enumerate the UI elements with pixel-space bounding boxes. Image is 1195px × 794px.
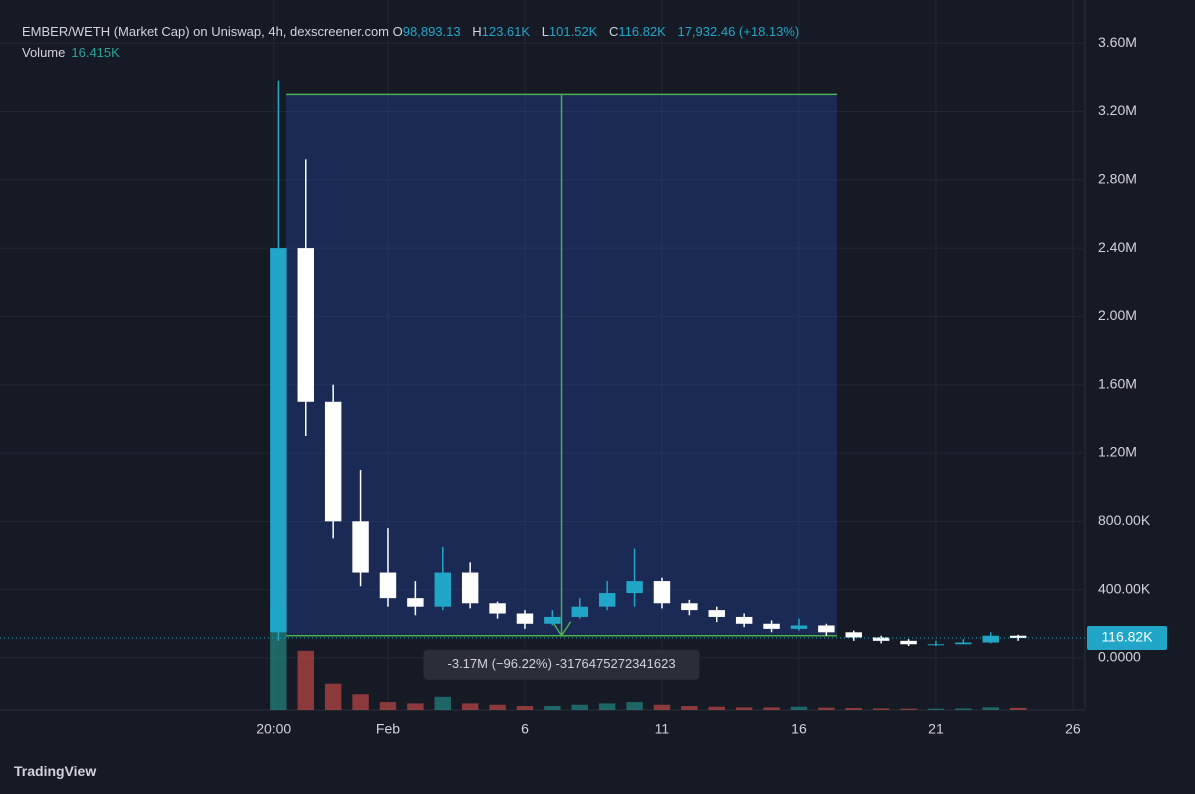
candle-body xyxy=(461,572,479,604)
volume-bar xyxy=(598,703,616,710)
x-tick-label: 20:00 xyxy=(256,721,291,737)
last-price-label: 116.82K xyxy=(1101,629,1153,645)
measure-arrow-head xyxy=(551,621,572,638)
y-tick-label: 400.00K xyxy=(1098,580,1151,596)
candle-body xyxy=(681,603,698,611)
candle-body xyxy=(571,606,588,617)
candle-body xyxy=(352,521,369,573)
volume-bar xyxy=(845,708,862,710)
last-price-box xyxy=(1087,625,1167,650)
volume-bar xyxy=(544,706,561,710)
volume-bar xyxy=(955,708,972,710)
volume-bar xyxy=(790,706,808,710)
candle-body xyxy=(516,613,534,624)
y-tick-label: 800.00K xyxy=(1098,512,1151,528)
volume-bar xyxy=(626,702,643,710)
volume-bar xyxy=(324,683,342,710)
candle-body xyxy=(708,610,725,617)
candle-body xyxy=(927,644,945,646)
y-tick-label: 0.0000 xyxy=(1098,649,1141,665)
volume-bar xyxy=(379,702,397,710)
legend-title: EMBER/WETH (Market Cap) on Uniswap, 4h, … xyxy=(22,24,390,39)
candle-body xyxy=(763,623,780,629)
candle-body xyxy=(270,248,287,633)
legend-key: O xyxy=(392,24,403,39)
brand-text[interactable]: TradingView xyxy=(14,763,97,779)
candle-body xyxy=(544,616,561,624)
y-tick-label: 3.20M xyxy=(1098,102,1137,118)
legend-value: 123.61K xyxy=(481,24,531,39)
candle-body xyxy=(407,598,424,607)
volume-bar xyxy=(818,707,835,710)
volume-bar xyxy=(927,708,945,710)
volume-bar xyxy=(708,706,725,710)
volume-legend: Volume 16.415K xyxy=(22,45,120,60)
y-tick-label: 2.80M xyxy=(1098,171,1137,187)
volume-bar xyxy=(982,707,999,710)
candle-body xyxy=(489,603,506,614)
legend-key: L xyxy=(541,24,549,39)
candle-body xyxy=(872,637,890,641)
volume-bar xyxy=(516,706,534,710)
volume-bar xyxy=(735,707,753,710)
volume-bar xyxy=(900,708,917,710)
volume-key: Volume xyxy=(22,45,66,60)
volume-value: 16.415K xyxy=(71,45,120,60)
volume-bar xyxy=(763,707,780,710)
legend-change: 17,932.46 (+18.13%) xyxy=(677,24,800,39)
x-tick-label: 6 xyxy=(521,721,529,737)
volume-bar xyxy=(407,703,424,710)
candle-body xyxy=(900,640,917,645)
legend-value: 101.52K xyxy=(548,24,598,39)
legend: EMBER/WETH (Market Cap) on Uniswap, 4h, … xyxy=(22,24,807,39)
y-tick-label: 1.60M xyxy=(1098,375,1137,391)
volume-bar xyxy=(571,704,588,710)
x-tick-label: 21 xyxy=(928,721,944,737)
candle-body xyxy=(598,593,616,607)
candle-body xyxy=(735,616,753,624)
candle-body xyxy=(818,625,835,633)
candle-body xyxy=(1009,635,1027,638)
legend-key: C xyxy=(608,24,619,39)
y-tick-label: 1.20M xyxy=(1098,444,1137,460)
legend-value: 98,893.13 xyxy=(402,24,461,39)
candle-body xyxy=(653,581,671,604)
legend-value: 116.82K xyxy=(618,24,666,39)
x-tick-label: Feb xyxy=(376,721,400,737)
x-tick-label: 26 xyxy=(1065,721,1081,737)
candle-body xyxy=(955,642,972,645)
x-tick-label: 16 xyxy=(791,721,807,737)
candle-body xyxy=(434,572,451,607)
candle-body xyxy=(379,572,397,599)
candle-body xyxy=(982,635,999,643)
candle-body xyxy=(790,625,808,629)
candle-body xyxy=(845,632,862,638)
volume-bar xyxy=(434,696,451,710)
measure-label-box xyxy=(423,649,700,680)
volume-bar xyxy=(297,650,314,710)
volume-bar xyxy=(681,706,698,710)
volume-bar xyxy=(872,708,890,710)
brand[interactable]: TradingView xyxy=(14,763,96,779)
measure-label: -3.17M (−96.22%) -3176475272341623 xyxy=(448,656,676,671)
candle-body xyxy=(626,581,643,594)
y-tick-label: 2.00M xyxy=(1098,307,1137,323)
y-tick-label: 3.60M xyxy=(1098,34,1137,50)
volume-bar xyxy=(352,694,369,710)
y-tick-label: 2.40M xyxy=(1098,239,1137,255)
volume-bar xyxy=(489,704,506,710)
volume-bar xyxy=(1009,707,1027,710)
legend-key: H xyxy=(472,24,482,39)
volume-bar xyxy=(653,704,671,710)
x-tick-label: 11 xyxy=(655,721,670,737)
volume-bar xyxy=(461,703,479,710)
candle-body xyxy=(324,401,342,522)
candle-body xyxy=(297,248,314,402)
